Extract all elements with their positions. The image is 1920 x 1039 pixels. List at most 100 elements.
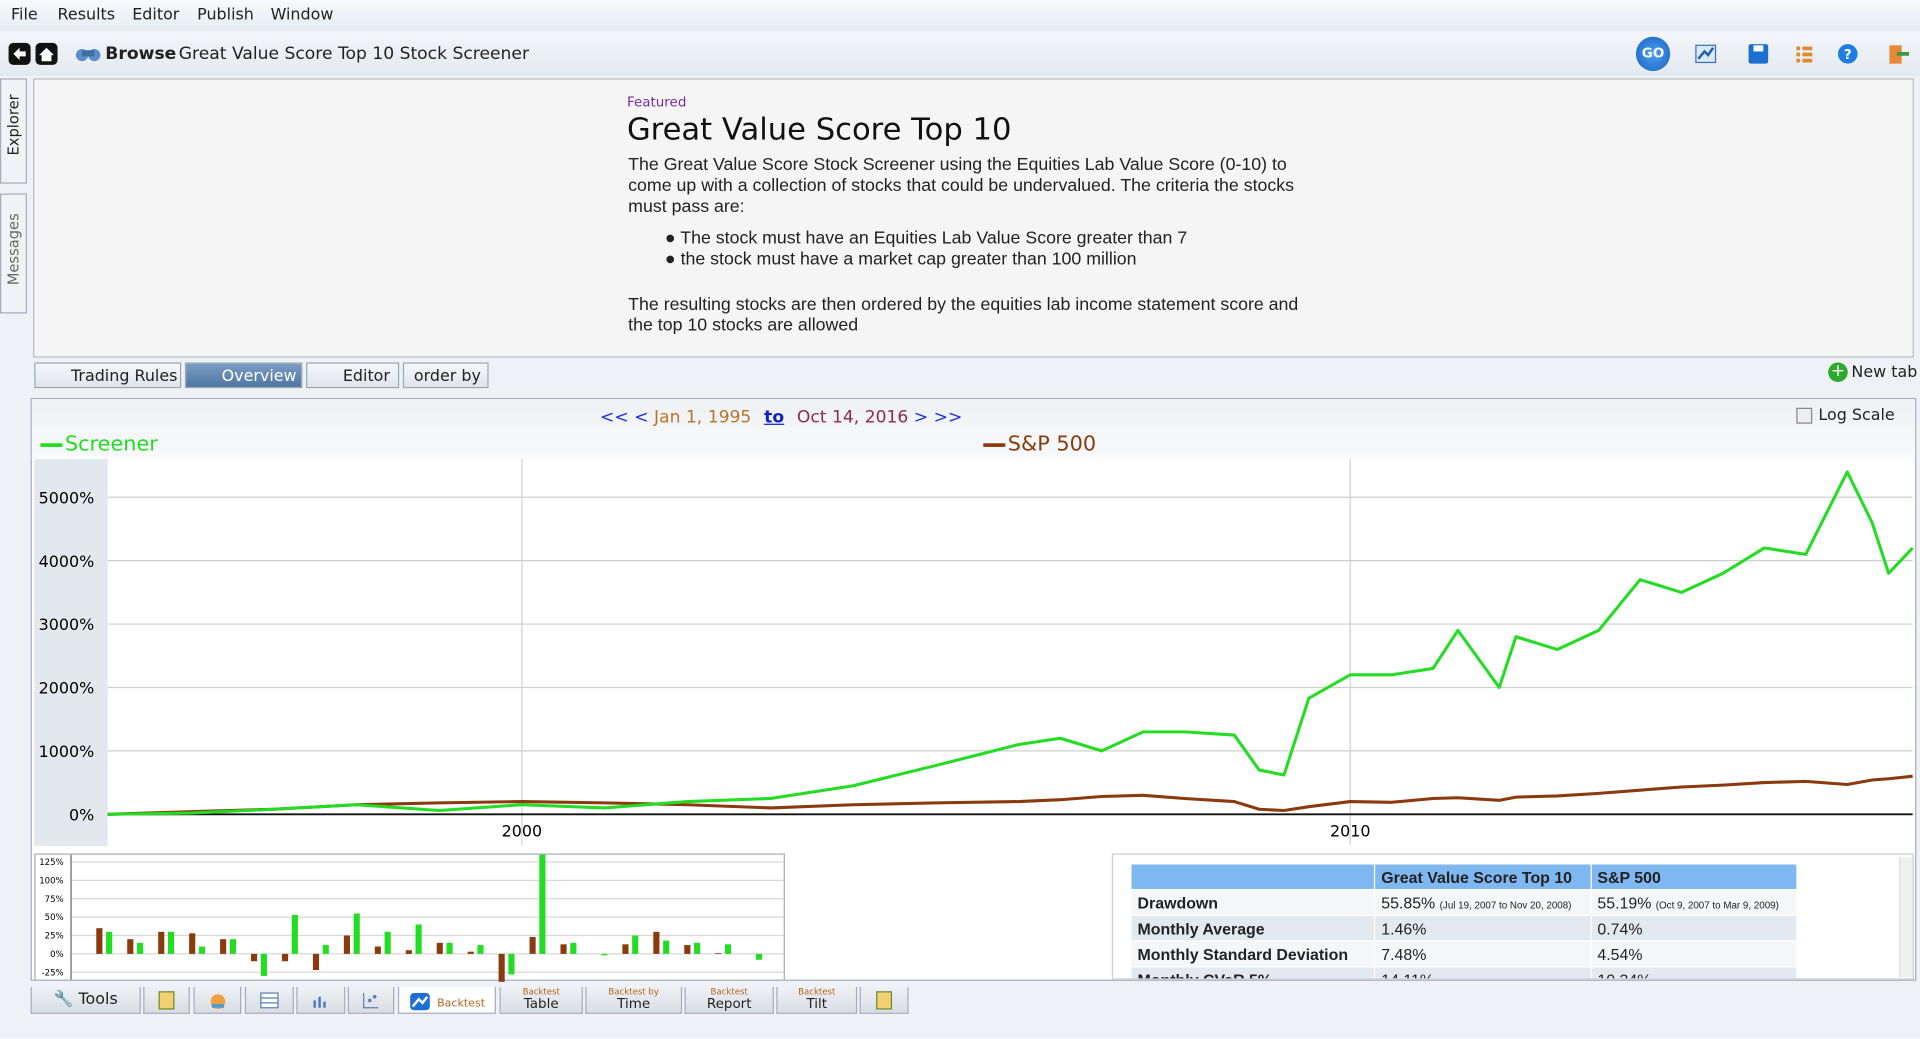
side-tab-label: Messages bbox=[4, 213, 23, 286]
side-tab[interactable]: Explorer bbox=[0, 78, 27, 184]
description-intro: The Great Value Score Stock Screener usi… bbox=[628, 155, 1295, 217]
y-axis-band bbox=[34, 459, 108, 847]
bottom-tab-label: Report bbox=[706, 995, 752, 1012]
tab[interactable]: Overview bbox=[184, 362, 303, 389]
stats-row: Monthly CVaR 5% 14.11% 10.34% bbox=[1130, 966, 1798, 979]
legend-label: S&P 500 bbox=[1007, 432, 1097, 457]
menu-item[interactable]: Results bbox=[57, 6, 116, 25]
bottom-tab-icon[interactable] bbox=[193, 986, 242, 1014]
cell: 55.19% (Oct 9, 2007 to Mar 9, 2009) bbox=[1590, 888, 1798, 916]
bottom-tab-small: Backtest bbox=[798, 986, 836, 997]
document-title: Great Value Score Top 10 Stock Screener bbox=[178, 44, 530, 64]
go-button[interactable]: GO bbox=[1635, 36, 1671, 72]
criteria-item: ● The stock must have an Equities Lab Va… bbox=[664, 228, 1188, 249]
toolbar-icons[interactable]: ? bbox=[1693, 42, 1913, 69]
range-last[interactable]: >> bbox=[933, 407, 963, 428]
criteria-text: the stock must have a market cap greater… bbox=[680, 249, 1137, 270]
cell: 4.54% bbox=[1590, 940, 1798, 968]
range-first[interactable]: << bbox=[600, 407, 629, 428]
legend-entry: S&P 500 bbox=[983, 432, 1097, 457]
description-panel: Featured Great Value Score Top 10 The Gr… bbox=[33, 78, 1914, 358]
legend-swatch bbox=[40, 442, 63, 447]
cell-value: 55.85% bbox=[1381, 893, 1436, 912]
bottom-tab-label: Time bbox=[617, 995, 651, 1012]
date-range: << < Jan 1, 1995 to Oct 14, 2016 > >> bbox=[600, 408, 962, 428]
menu-item[interactable]: File bbox=[11, 6, 38, 25]
cell: 14.11% bbox=[1373, 966, 1592, 979]
legend-label: Screener bbox=[64, 432, 158, 457]
bottom-tab[interactable]: Backtest Tilt bbox=[776, 986, 858, 1014]
legend-swatch bbox=[983, 442, 1006, 447]
criteria-item: ● the stock must have a market cap great… bbox=[664, 249, 1137, 270]
bottom-tab-label: Tilt bbox=[806, 995, 828, 1012]
bottom-tab-label: Tools bbox=[78, 990, 118, 1009]
new-tab[interactable]: New tab bbox=[1851, 363, 1918, 383]
range-end[interactable]: Oct 14, 2016 bbox=[796, 407, 909, 428]
header-cell bbox=[1130, 863, 1376, 891]
bottom-tab[interactable]: Backtest Table bbox=[499, 986, 583, 1014]
row-label: Monthly Standard Deviation bbox=[1130, 940, 1376, 968]
menu-item[interactable]: Publish bbox=[197, 6, 254, 25]
stats-row: Monthly Standard Deviation 7.48% 4.54% bbox=[1130, 940, 1798, 968]
bottom-tab[interactable]: Backtest Report bbox=[684, 986, 774, 1014]
new-tab-icon[interactable]: + bbox=[1828, 362, 1848, 383]
bottom-tab[interactable]: 🔧 Tools bbox=[30, 986, 141, 1014]
tab[interactable]: Editor bbox=[306, 362, 400, 389]
cell: 7.48% bbox=[1373, 940, 1592, 968]
bottom-tab-small: Backtest bbox=[522, 986, 560, 997]
bottom-tab[interactable]: Backtest by Time bbox=[585, 986, 683, 1014]
header-cell: Great Value Score Top 10 bbox=[1373, 863, 1592, 891]
svg-text:?: ? bbox=[1844, 48, 1852, 63]
scrollbar[interactable] bbox=[1899, 857, 1913, 978]
legend-entry: Screener bbox=[40, 432, 158, 457]
log-scale-checkbox[interactable] bbox=[1796, 407, 1813, 424]
range-start[interactable]: Jan 1, 1995 bbox=[654, 407, 752, 428]
bottom-tab-icon[interactable] bbox=[244, 986, 294, 1014]
returns-panel bbox=[34, 853, 785, 981]
criteria-list: ● The stock must have an Equities Lab Va… bbox=[665, 229, 1187, 271]
cell: 10.34% bbox=[1590, 966, 1798, 979]
row-label: Drawdown bbox=[1130, 888, 1376, 916]
menu-item[interactable]: Window bbox=[270, 6, 334, 25]
bottom-tab-icon[interactable] bbox=[143, 986, 190, 1014]
cell-note: (Oct 9, 2007 to Mar 9, 2009) bbox=[1655, 899, 1779, 911]
browse-label: Browse bbox=[105, 44, 177, 64]
featured-label: Featured bbox=[626, 94, 687, 111]
cell-note: (Jul 19, 2007 to Nov 20, 2008) bbox=[1439, 899, 1572, 911]
cell: 1.46% bbox=[1373, 914, 1592, 942]
log-scale-label[interactable]: Log Scale bbox=[1818, 406, 1895, 425]
toolbar: Browse Great Value Score Top 10 Stock Sc… bbox=[0, 31, 1920, 76]
side-tab-label: Explorer bbox=[4, 94, 23, 156]
tab[interactable]: Trading Rules bbox=[34, 362, 182, 389]
stats-row: Monthly Average 1.46% 0.74% bbox=[1130, 914, 1798, 942]
criteria-text: The stock must have an Equities Lab Valu… bbox=[680, 228, 1188, 249]
row-label: Monthly Average bbox=[1130, 914, 1376, 942]
bottom-tab-label: Table bbox=[523, 995, 559, 1012]
menu-bar: File Results Editor Publish Window bbox=[0, 0, 1920, 31]
row-label: Monthly CVaR 5% bbox=[1130, 966, 1376, 979]
bottom-tab-small: Backtest by bbox=[608, 986, 659, 997]
side-tab[interactable]: Messages bbox=[0, 193, 27, 314]
cell-value: 55.19% bbox=[1597, 893, 1652, 912]
range-prev[interactable]: < bbox=[634, 407, 649, 428]
cell: 55.85% (Jul 19, 2007 to Nov 20, 2008) bbox=[1373, 888, 1592, 916]
range-next[interactable]: > bbox=[913, 407, 929, 428]
description-title: Great Value Score Top 10 bbox=[626, 111, 1012, 147]
browse-icon bbox=[75, 48, 101, 62]
bottom-tab-icon[interactable] bbox=[859, 986, 909, 1014]
tab[interactable]: order by bbox=[402, 362, 489, 389]
chart-header bbox=[31, 399, 1916, 460]
nav-icons[interactable] bbox=[7, 42, 61, 66]
bottom-tab-icon[interactable] bbox=[296, 986, 346, 1014]
menu-item[interactable]: Editor bbox=[132, 6, 180, 25]
bottom-tab-label: Backtest bbox=[437, 997, 486, 1011]
stats-row: Drawdown 55.85% (Jul 19, 2007 to Nov 20, … bbox=[1130, 888, 1798, 916]
header-cell: S&P 500 bbox=[1590, 863, 1798, 891]
bottom-tab-icon[interactable] bbox=[347, 986, 395, 1014]
bottom-tab[interactable]: Backtest bbox=[397, 986, 496, 1014]
stats-panel: Great Value Score Top 10 S&P 500 Drawdown… bbox=[1111, 853, 1914, 980]
description-outro: The resulting stocks are then ordered by… bbox=[628, 295, 1299, 336]
range-to[interactable]: to bbox=[764, 407, 785, 428]
